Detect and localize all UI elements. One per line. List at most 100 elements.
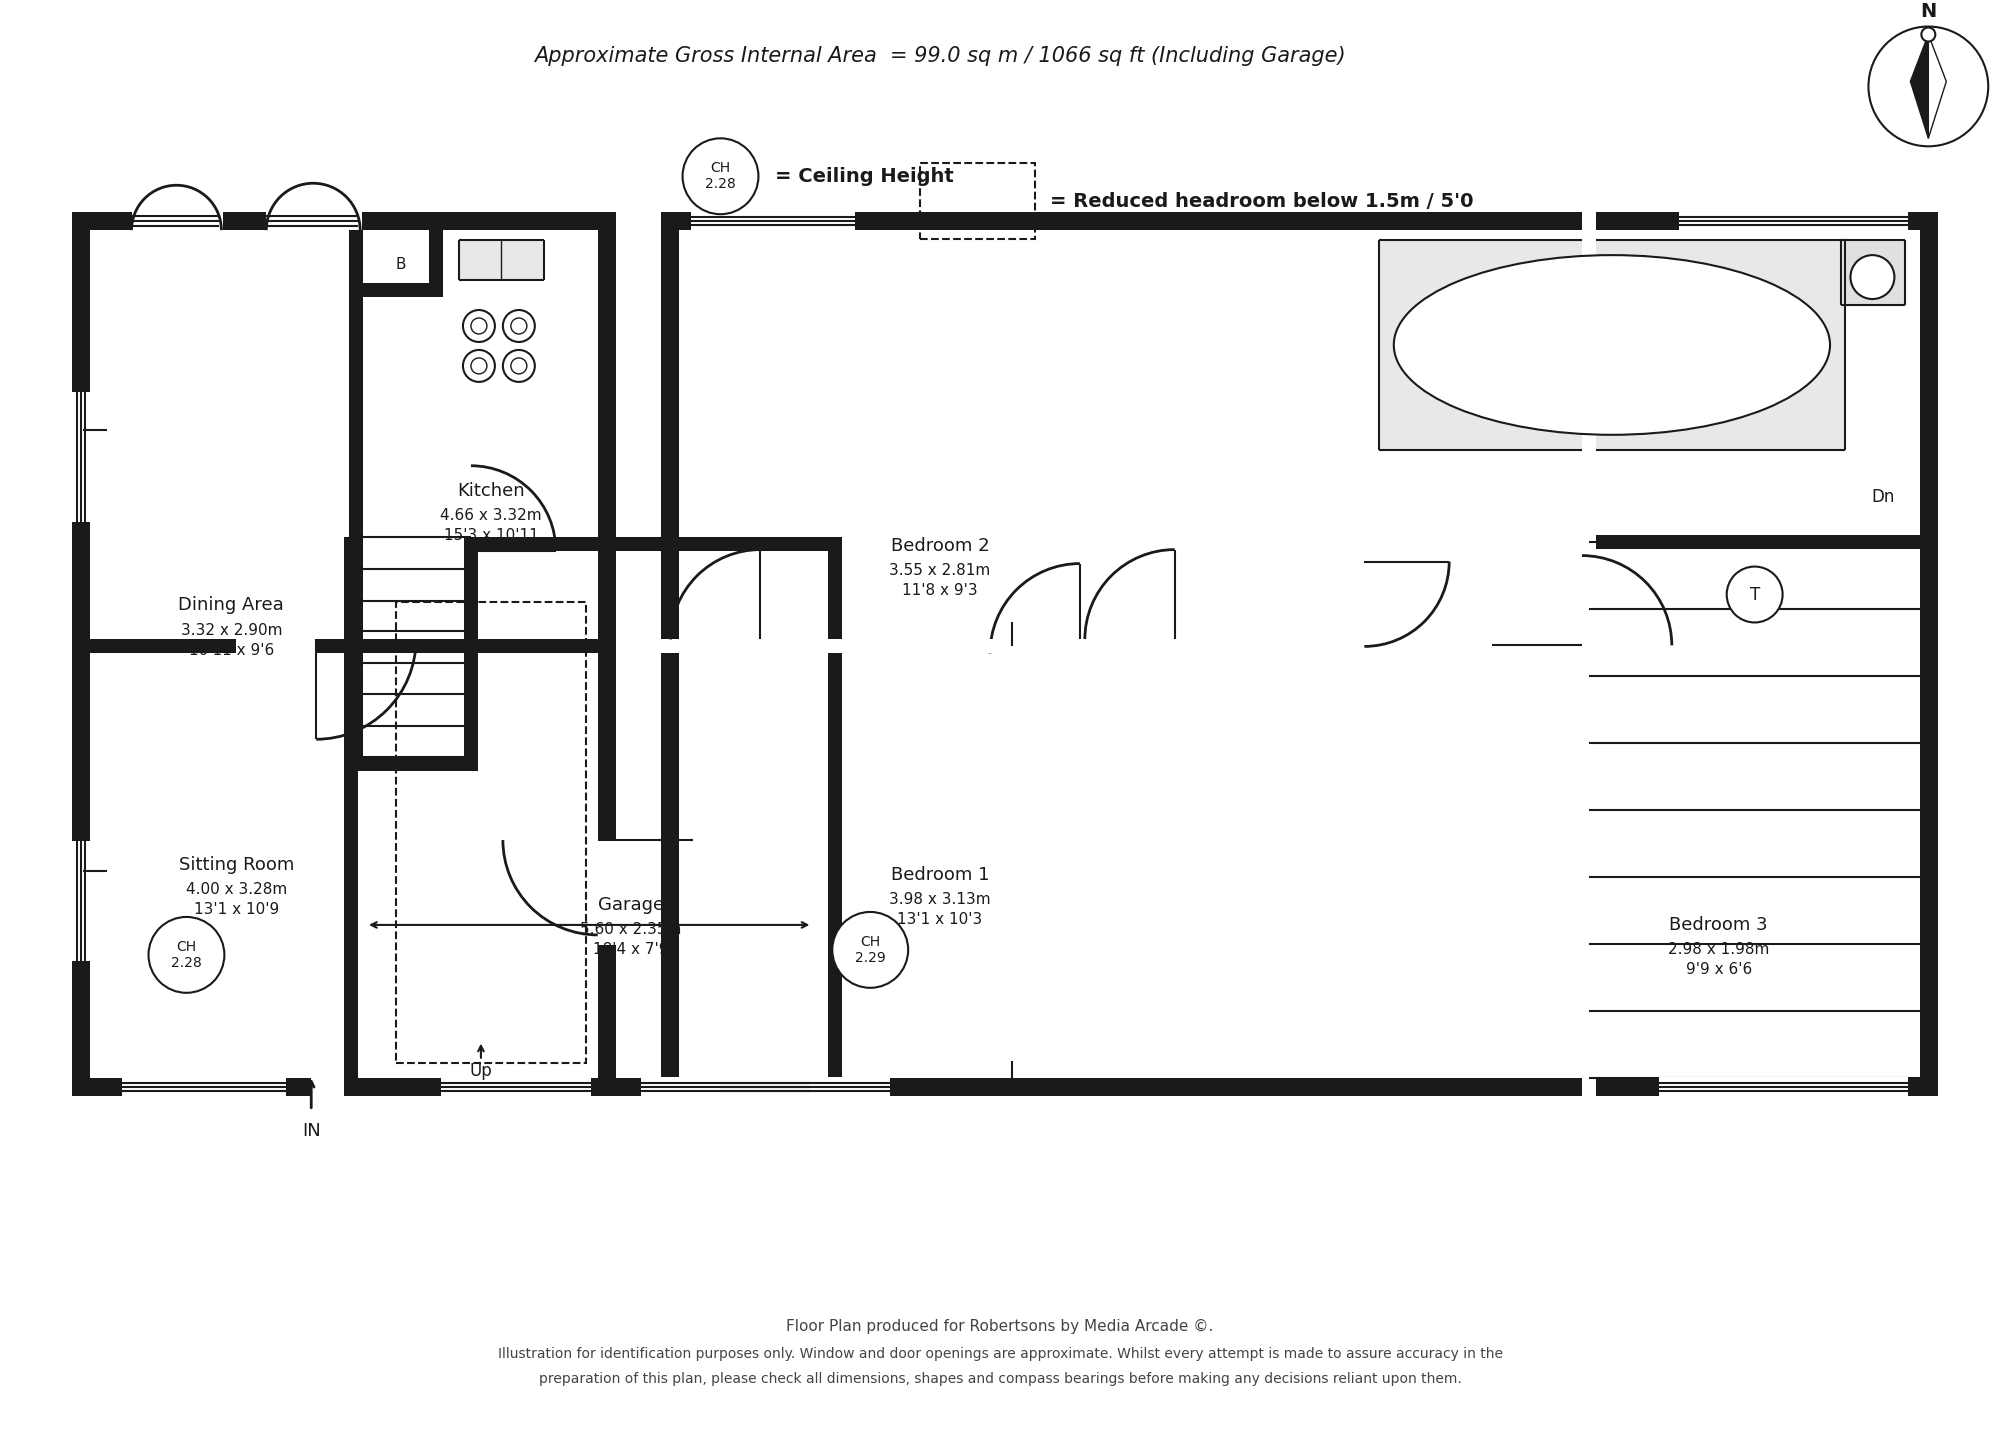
Bar [660, 640, 1090, 653]
Circle shape [1922, 27, 1936, 42]
Circle shape [510, 358, 526, 374]
Bar [660, 640, 1588, 653]
Bar [358, 212, 362, 230]
Bar [600, 1077, 836, 1096]
Circle shape [470, 358, 486, 374]
Polygon shape [1928, 35, 1946, 139]
Bar [920, 163, 1034, 240]
Circle shape [148, 917, 224, 993]
Bar [72, 212, 90, 1096]
Text: 13'1 x 10'3: 13'1 x 10'3 [898, 913, 982, 927]
Bar [598, 751, 616, 952]
Bar [660, 640, 1084, 653]
Bar [350, 230, 364, 647]
Bar [690, 211, 856, 231]
Text: 11'8 x 9'3: 11'8 x 9'3 [902, 583, 978, 598]
Ellipse shape [1394, 256, 1830, 435]
Bar [660, 640, 736, 653]
Bar [1658, 1077, 1908, 1096]
Circle shape [1868, 26, 1988, 146]
Text: IN: IN [302, 1122, 320, 1139]
Bar [132, 212, 136, 230]
Text: 4.00 x 3.28m: 4.00 x 3.28m [186, 882, 286, 898]
Bar [660, 640, 1094, 653]
Bar [266, 212, 270, 230]
Bar [440, 1077, 590, 1096]
Circle shape [470, 318, 486, 334]
Bar [1920, 212, 1938, 1096]
Text: 15'3 x 10'11: 15'3 x 10'11 [444, 529, 538, 543]
Bar [1358, 230, 1372, 647]
Text: Bedroom 3: Bedroom 3 [1670, 915, 1768, 934]
Text: Sitting Room: Sitting Room [178, 856, 294, 874]
Circle shape [462, 310, 494, 342]
Bar [362, 212, 598, 230]
Text: Floor Plan produced for Robertsons by Media Arcade ©.: Floor Plan produced for Robertsons by Me… [786, 1318, 1214, 1334]
Text: = Ceiling Height: = Ceiling Height [776, 166, 954, 186]
Bar [1582, 212, 1596, 1096]
Bar [1840, 240, 1906, 305]
Bar [1588, 534, 1920, 549]
Bar [72, 640, 236, 653]
Text: 18'4 x 7'9: 18'4 x 7'9 [592, 943, 668, 957]
Text: Illustration for identification purposes only. Window and door openings are appr: Illustration for identification purposes… [498, 1347, 1502, 1362]
Text: 13'1 x 10'9: 13'1 x 10'9 [194, 902, 278, 917]
Text: 3.98 x 3.13m: 3.98 x 3.13m [890, 892, 990, 907]
Text: 2.98 x 1.98m: 2.98 x 1.98m [1668, 943, 1770, 957]
Text: 5.60 x 2.35m: 5.60 x 2.35m [580, 923, 682, 937]
Text: 9'9 x 6'6: 9'9 x 6'6 [1686, 962, 1752, 978]
Bar [1164, 640, 1588, 653]
Bar [458, 240, 544, 280]
Bar [72, 212, 132, 230]
Bar [828, 537, 842, 1096]
Text: = Reduced headroom below 1.5m / 5'0: = Reduced headroom below 1.5m / 5'0 [1050, 192, 1474, 211]
Bar [720, 1077, 890, 1096]
Bar [598, 212, 616, 1096]
Bar [316, 640, 598, 653]
Bar [70, 391, 90, 521]
Bar [1174, 640, 1588, 653]
Text: Up: Up [470, 1061, 492, 1080]
Circle shape [502, 349, 534, 381]
Bar [1582, 230, 1596, 647]
Bar [344, 537, 358, 1096]
Bar [430, 230, 442, 297]
Bar [122, 1077, 286, 1096]
Text: Bedroom 2: Bedroom 2 [890, 537, 990, 554]
Text: N: N [1920, 1, 1936, 22]
Bar [464, 537, 478, 771]
Bar [598, 212, 616, 230]
Polygon shape [1910, 35, 1928, 139]
Bar [396, 602, 586, 1063]
Bar [72, 1077, 312, 1096]
Bar [1358, 230, 1372, 647]
Bar [1582, 887, 1596, 1096]
Bar [660, 1077, 1938, 1096]
Circle shape [502, 310, 534, 342]
Bar [1582, 212, 1596, 1096]
Text: CH
2.28: CH 2.28 [706, 162, 736, 192]
Bar [660, 212, 1938, 230]
Circle shape [462, 349, 494, 381]
Circle shape [682, 139, 758, 214]
Text: 10'11 x 9'6: 10'11 x 9'6 [188, 643, 274, 658]
Circle shape [1850, 256, 1894, 299]
Text: 3.55 x 2.81m: 3.55 x 2.81m [890, 563, 990, 578]
Circle shape [832, 913, 908, 988]
Circle shape [1726, 566, 1782, 622]
Bar [1380, 240, 1846, 449]
Text: Bedroom 1: Bedroom 1 [890, 866, 990, 884]
Bar [356, 283, 436, 297]
Text: Dining Area: Dining Area [178, 596, 284, 615]
Bar [598, 840, 616, 944]
Bar [660, 212, 678, 1096]
Text: T: T [1750, 585, 1760, 604]
Text: 3.32 x 2.90m: 3.32 x 2.90m [180, 622, 282, 638]
Bar [640, 1077, 810, 1096]
Text: Dn: Dn [1872, 488, 1896, 505]
Bar [352, 1077, 412, 1096]
Bar [760, 640, 1084, 653]
Text: CH
2.29: CH 2.29 [854, 934, 886, 965]
Text: Garage: Garage [598, 895, 664, 914]
Text: CH
2.28: CH 2.28 [172, 940, 202, 970]
